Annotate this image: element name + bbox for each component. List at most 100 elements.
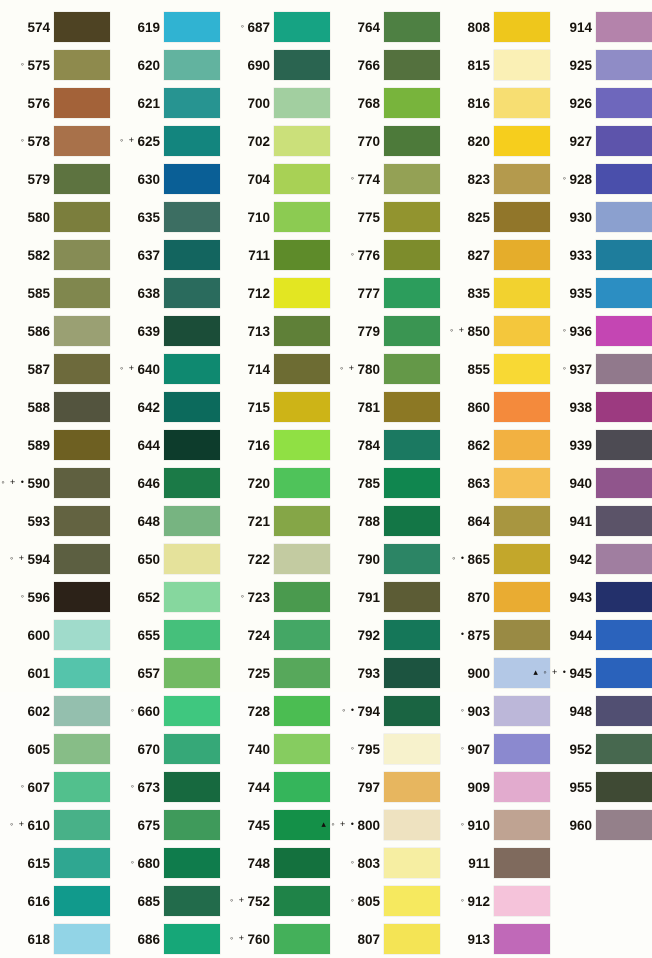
- color-swatch[interactable]: [596, 810, 652, 840]
- swatch-row[interactable]: 791: [330, 578, 440, 616]
- swatch-row[interactable]: 722: [220, 540, 330, 578]
- swatch-row[interactable]: 913: [440, 920, 550, 958]
- swatch-row[interactable]: ◦ 805: [330, 882, 440, 920]
- color-swatch[interactable]: [596, 582, 652, 612]
- swatch-row[interactable]: 820: [440, 122, 550, 160]
- swatch-row[interactable]: 862: [440, 426, 550, 464]
- swatch-row[interactable]: 630: [110, 160, 220, 198]
- swatch-row[interactable]: ◦ 687: [220, 8, 330, 46]
- swatch-row[interactable]: ◦ 607: [0, 768, 110, 806]
- color-swatch[interactable]: [384, 354, 440, 384]
- color-swatch[interactable]: [494, 50, 550, 80]
- color-swatch[interactable]: [274, 354, 330, 384]
- swatch-row[interactable]: 638: [110, 274, 220, 312]
- color-swatch[interactable]: [494, 240, 550, 270]
- color-swatch[interactable]: [164, 696, 220, 726]
- color-swatch[interactable]: [384, 810, 440, 840]
- swatch-row[interactable]: 835: [440, 274, 550, 312]
- color-swatch[interactable]: [164, 50, 220, 80]
- color-swatch[interactable]: [596, 88, 652, 118]
- color-swatch[interactable]: [164, 658, 220, 688]
- swatch-row[interactable]: ◦ 723: [220, 578, 330, 616]
- swatch-row[interactable]: 675: [110, 806, 220, 844]
- color-swatch[interactable]: [54, 734, 110, 764]
- swatch-row[interactable]: ◦ + • 590: [0, 464, 110, 502]
- swatch-row[interactable]: ◦ 937: [550, 350, 652, 388]
- color-swatch[interactable]: [54, 544, 110, 574]
- swatch-row[interactable]: ◦ • 865: [440, 540, 550, 578]
- swatch-row[interactable]: 770: [330, 122, 440, 160]
- swatch-row[interactable]: 790: [330, 540, 440, 578]
- color-swatch[interactable]: [274, 544, 330, 574]
- swatch-row[interactable]: 646: [110, 464, 220, 502]
- swatch-row[interactable]: 927: [550, 122, 652, 160]
- swatch-row[interactable]: 580: [0, 198, 110, 236]
- swatch-row[interactable]: 702: [220, 122, 330, 160]
- swatch-row[interactable]: 579: [0, 160, 110, 198]
- swatch-row[interactable]: ◦ 660: [110, 692, 220, 730]
- swatch-row[interactable]: 793: [330, 654, 440, 692]
- color-swatch[interactable]: [164, 202, 220, 232]
- color-swatch[interactable]: [384, 430, 440, 460]
- swatch-row[interactable]: 827: [440, 236, 550, 274]
- color-swatch[interactable]: [274, 12, 330, 42]
- swatch-row[interactable]: ◦ 575: [0, 46, 110, 84]
- swatch-row[interactable]: 600: [0, 616, 110, 654]
- swatch-row[interactable]: 582: [0, 236, 110, 274]
- swatch-row[interactable]: 644: [110, 426, 220, 464]
- color-swatch[interactable]: [596, 430, 652, 460]
- swatch-row[interactable]: ▴ ◦ + • 800: [321, 806, 440, 844]
- swatch-row[interactable]: ◦ 578: [0, 122, 110, 160]
- swatch-row[interactable]: ◦ +780: [330, 350, 440, 388]
- swatch-row[interactable]: 933: [550, 236, 652, 274]
- color-swatch[interactable]: [274, 582, 330, 612]
- swatch-row[interactable]: 605: [0, 730, 110, 768]
- color-swatch[interactable]: [596, 316, 652, 346]
- color-swatch[interactable]: [54, 620, 110, 650]
- swatch-row[interactable]: 748: [220, 844, 330, 882]
- swatch-row[interactable]: 720: [220, 464, 330, 502]
- swatch-row[interactable]: 808: [440, 8, 550, 46]
- swatch-row[interactable]: ◦ 907: [440, 730, 550, 768]
- color-swatch[interactable]: [384, 278, 440, 308]
- swatch-row[interactable]: 686: [110, 920, 220, 958]
- color-swatch[interactable]: [494, 772, 550, 802]
- swatch-row[interactable]: 618: [0, 920, 110, 958]
- color-swatch[interactable]: [494, 848, 550, 878]
- color-swatch[interactable]: [384, 392, 440, 422]
- color-swatch[interactable]: [54, 924, 110, 954]
- color-swatch[interactable]: [596, 50, 652, 80]
- swatch-row[interactable]: 864: [440, 502, 550, 540]
- color-swatch[interactable]: [54, 354, 110, 384]
- swatch-row[interactable]: 939: [550, 426, 652, 464]
- color-swatch[interactable]: [384, 696, 440, 726]
- color-swatch[interactable]: [596, 506, 652, 536]
- swatch-row[interactable]: 593: [0, 502, 110, 540]
- swatch-row[interactable]: 615: [0, 844, 110, 882]
- color-swatch[interactable]: [384, 468, 440, 498]
- color-swatch[interactable]: [596, 240, 652, 270]
- swatch-row[interactable]: 744: [220, 768, 330, 806]
- color-swatch[interactable]: [384, 734, 440, 764]
- color-swatch[interactable]: [274, 126, 330, 156]
- color-swatch[interactable]: [274, 506, 330, 536]
- swatch-row[interactable]: 941: [550, 502, 652, 540]
- color-swatch[interactable]: [384, 544, 440, 574]
- color-swatch[interactable]: [384, 582, 440, 612]
- color-swatch[interactable]: [494, 734, 550, 764]
- swatch-row[interactable]: 768: [330, 84, 440, 122]
- swatch-row[interactable]: ◦ 596: [0, 578, 110, 616]
- color-swatch[interactable]: [164, 734, 220, 764]
- color-swatch[interactable]: [384, 164, 440, 194]
- swatch-row[interactable]: 909: [440, 768, 550, 806]
- color-swatch[interactable]: [54, 658, 110, 688]
- color-swatch[interactable]: [164, 392, 220, 422]
- color-swatch[interactable]: [164, 354, 220, 384]
- swatch-row[interactable]: 639: [110, 312, 220, 350]
- swatch-row[interactable]: 670: [110, 730, 220, 768]
- swatch-row[interactable]: ◦ 774: [330, 160, 440, 198]
- swatch-row[interactable]: 713: [220, 312, 330, 350]
- color-swatch[interactable]: [494, 164, 550, 194]
- color-swatch[interactable]: [164, 468, 220, 498]
- swatch-row[interactable]: 714: [220, 350, 330, 388]
